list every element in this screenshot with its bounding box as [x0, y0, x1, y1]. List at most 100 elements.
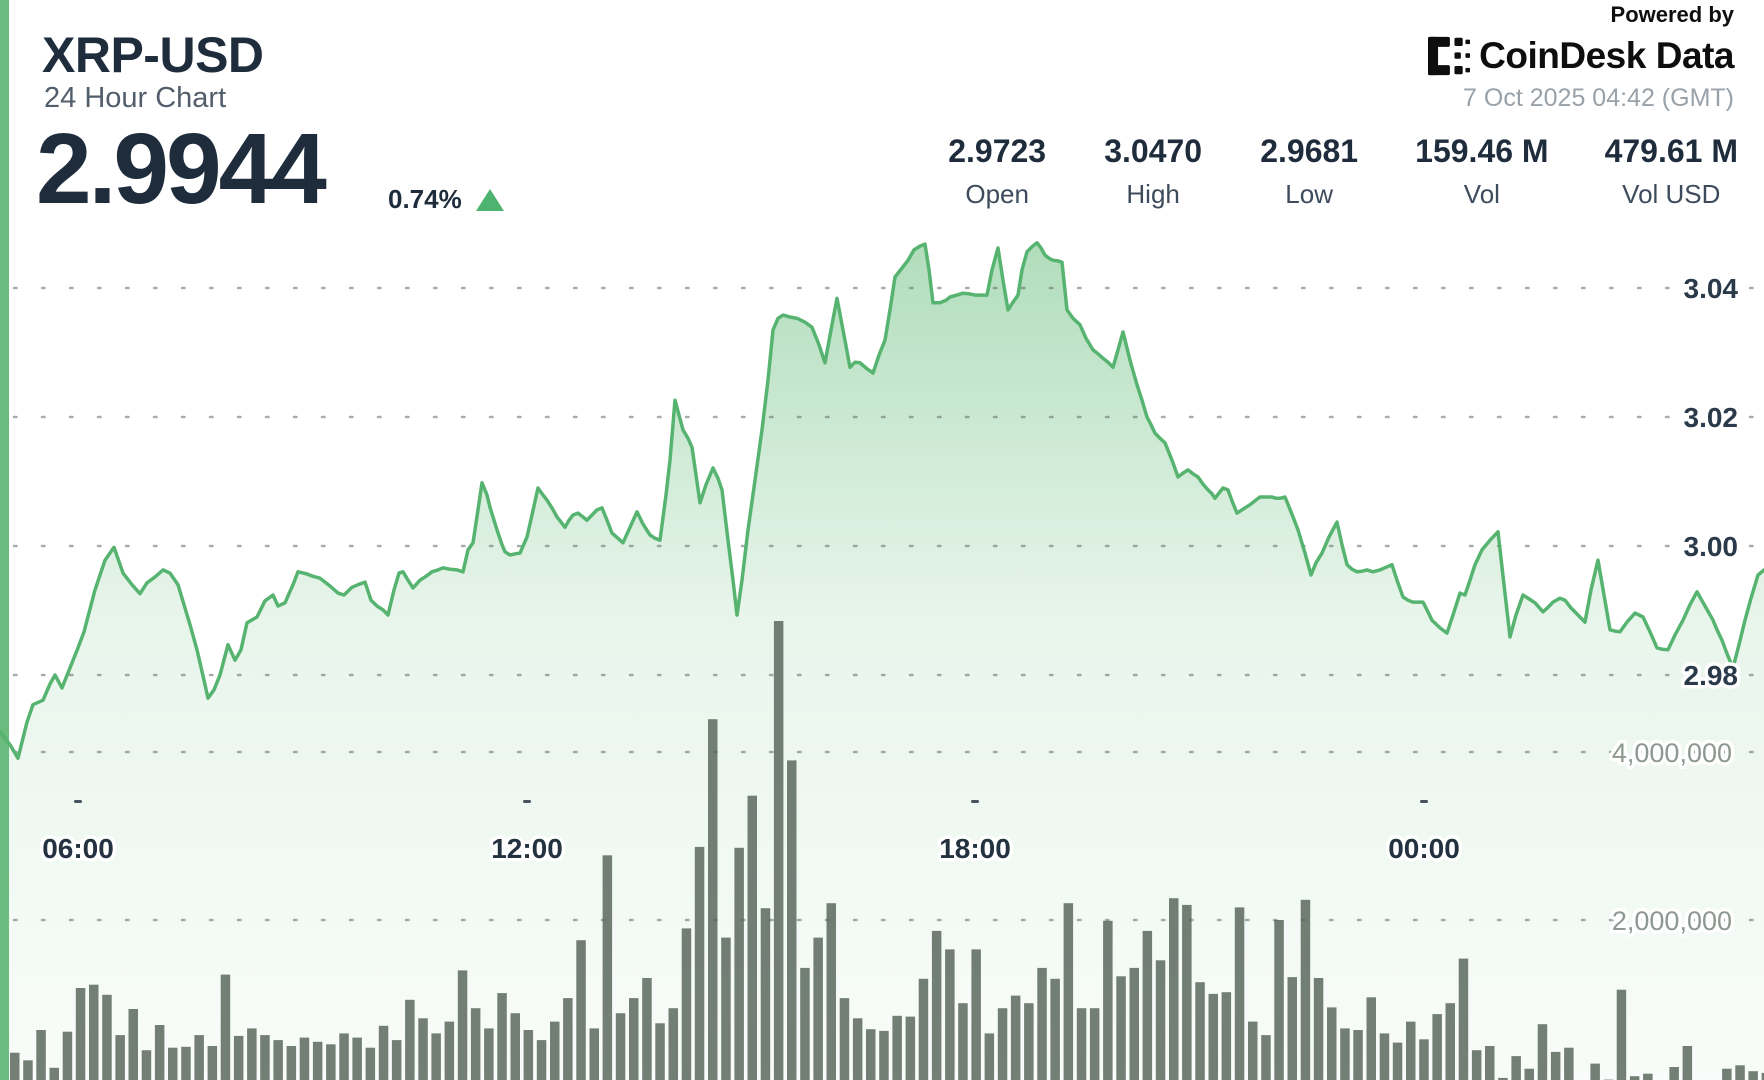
coindesk-logo: CoinDesk Data	[1428, 35, 1735, 77]
volume-bar	[418, 1018, 428, 1080]
volume-bar	[852, 1018, 863, 1080]
price-axis-tick: 3.02	[1684, 402, 1739, 433]
chart-subtitle: 24 Hour Chart	[44, 82, 227, 114]
time-axis-tick: 00:00	[1388, 833, 1460, 864]
ohlc-stats-row: 2.9723 Open 3.0470 High 2.9681 Low 159.4…	[947, 133, 1738, 210]
volume-bar	[273, 1040, 283, 1080]
volume-bar	[194, 1035, 204, 1080]
volume-bar	[62, 1031, 73, 1080]
volume-bar	[23, 1060, 33, 1080]
volume-bar	[1287, 977, 1297, 1080]
volume-bar	[1629, 1076, 1640, 1080]
volume-bar	[470, 1008, 481, 1080]
volume-bar	[523, 1030, 534, 1080]
volume-bar	[615, 1013, 626, 1080]
chart-timestamp: 7 Oct 2025 04:42 (GMT)	[1463, 84, 1734, 112]
volume-bar	[444, 1021, 455, 1080]
volume-bar	[826, 903, 836, 1080]
volume-bar	[1682, 1046, 1693, 1080]
stat-vol-value: 159.46 M	[1415, 133, 1549, 169]
volume-bar	[1234, 907, 1245, 1080]
volume-axis-tick: 4,000,000	[1612, 738, 1732, 768]
volume-bar	[497, 993, 507, 1080]
volume-bar	[642, 978, 652, 1080]
volume-bar	[339, 1033, 349, 1080]
volume-bar	[365, 1047, 376, 1080]
volume-bar	[879, 1030, 889, 1080]
arrow-up-icon	[475, 188, 504, 211]
volume-bar	[1300, 899, 1311, 1080]
volume-bar	[1340, 1028, 1350, 1080]
volume-bar	[326, 1044, 336, 1080]
price-area-fill	[0, 242, 1764, 1080]
volume-bar	[260, 1035, 270, 1080]
volume-bar	[1722, 1068, 1732, 1080]
volume-bar	[168, 1047, 178, 1080]
volume-bar	[89, 984, 99, 1080]
stat-low-value: 2.9681	[1260, 133, 1359, 169]
volume-bar	[128, 1009, 138, 1080]
volume-bar	[36, 1030, 46, 1080]
stat-vol-usd-value: 479.61 M	[1604, 133, 1738, 169]
volume-bar	[391, 1040, 402, 1080]
volume-bar	[589, 1028, 599, 1080]
volume-bar	[484, 1028, 494, 1080]
volume-bar	[536, 1040, 547, 1080]
stat-high-label: High	[1126, 179, 1180, 209]
change-percent: 0.74%	[388, 184, 462, 214]
coindesk-logo-text: CoinDesk Data	[1479, 35, 1734, 76]
volume-bar	[681, 928, 692, 1080]
time-axis-tick-mark	[74, 800, 82, 803]
volume-bar	[115, 1035, 125, 1080]
volume-bar	[233, 1035, 244, 1080]
stat-vol: 159.46 M Vol	[1415, 133, 1548, 210]
volume-bar	[1274, 920, 1284, 1080]
volume-bar	[1116, 976, 1126, 1080]
coindesk-dotted-square-icon	[1428, 36, 1471, 76]
volume-bar	[1010, 995, 1021, 1080]
stat-high: 3.0470 High	[1103, 133, 1203, 210]
volume-bar	[1550, 1051, 1561, 1080]
volume-bar	[721, 937, 731, 1080]
symbol-title: XRP-USD	[42, 27, 264, 83]
volume-bar	[102, 994, 112, 1080]
current-price: 2.9944	[36, 113, 327, 225]
volume-bar	[1182, 904, 1192, 1080]
volume-bar	[1406, 1021, 1416, 1080]
volume-bar	[220, 974, 231, 1080]
volume-bar	[1498, 1077, 1508, 1080]
volume-bar	[1248, 1021, 1258, 1080]
volume-bar	[1471, 1050, 1482, 1080]
price-axis-tick: 2.98	[1684, 660, 1739, 691]
volume-bar	[629, 998, 639, 1080]
volume-bar	[747, 795, 757, 1080]
volume-bar	[576, 940, 586, 1080]
volume-bar	[1063, 903, 1074, 1080]
volume-bar	[734, 847, 744, 1080]
volume-bar	[958, 1003, 968, 1080]
time-axis-tick: 18:00	[939, 833, 1011, 864]
accent-strip	[0, 0, 9, 1080]
volume-bar	[1761, 1072, 1764, 1080]
volume-bar	[1076, 1008, 1087, 1080]
volume-bar	[299, 1037, 310, 1080]
volume-bar	[918, 978, 929, 1080]
volume-bar	[352, 1037, 362, 1080]
volume-bar	[1142, 930, 1153, 1080]
volume-bar	[1432, 1014, 1442, 1080]
volume-bar	[945, 949, 955, 1080]
volume-bar	[997, 1008, 1008, 1080]
volume-bar	[1379, 1033, 1390, 1080]
volume-bar	[457, 970, 468, 1080]
volume-bar	[1313, 978, 1324, 1080]
volume-bar	[378, 1025, 389, 1080]
volume-bar	[800, 967, 810, 1080]
volume-bar	[1511, 1056, 1521, 1080]
volume-bar	[1748, 1071, 1758, 1080]
volume-bar	[602, 855, 613, 1080]
volume-bar	[813, 937, 823, 1080]
price-axis-tick: 3.00	[1684, 531, 1739, 562]
volume-bar	[694, 846, 705, 1080]
